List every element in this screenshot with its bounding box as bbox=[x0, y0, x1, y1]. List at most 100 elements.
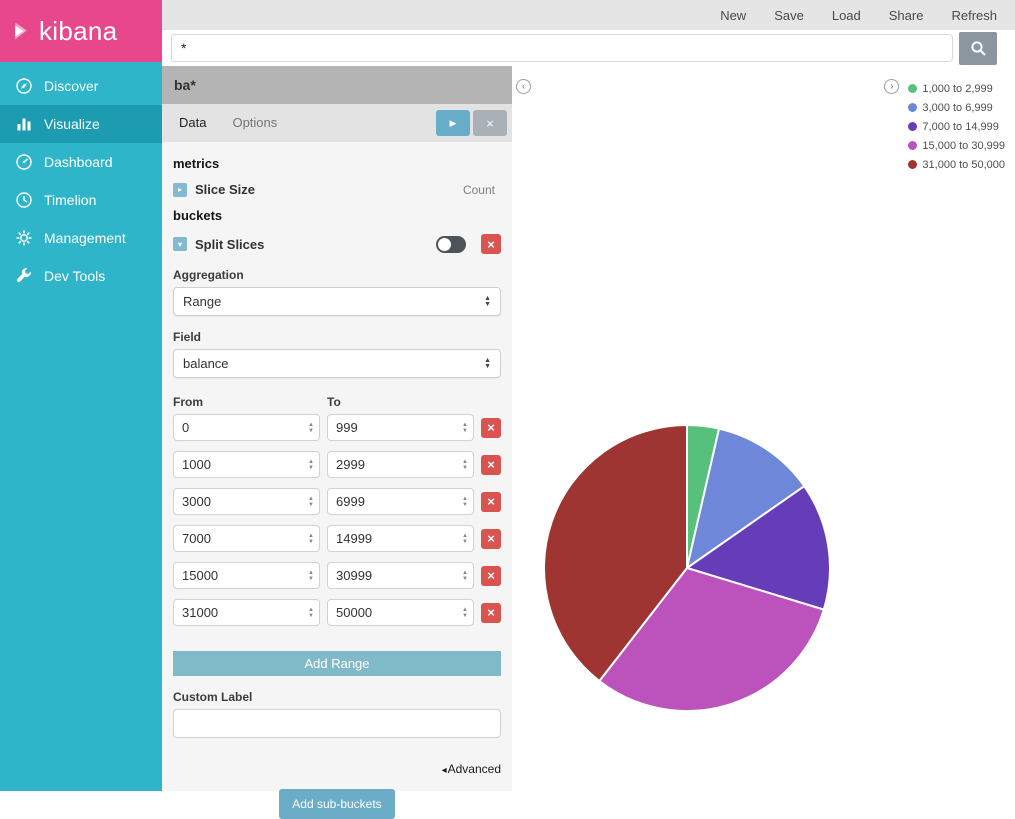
sidebar-item-devtools[interactable]: Dev Tools bbox=[0, 257, 162, 295]
to-field-wrap: ▲▼ bbox=[327, 414, 474, 441]
menu-share[interactable]: Share bbox=[888, 7, 924, 23]
legend-item[interactable]: 3,000 to 6,999 bbox=[908, 98, 1005, 117]
kibana-logo[interactable]: kibana bbox=[0, 0, 162, 62]
range-to-input[interactable] bbox=[328, 493, 440, 510]
tab-options[interactable]: Options bbox=[232, 115, 278, 130]
range-from-input[interactable] bbox=[174, 419, 286, 436]
remove-range-button[interactable]: × bbox=[481, 602, 501, 623]
remove-range-button[interactable]: × bbox=[481, 417, 501, 438]
add-sub-buckets-button[interactable]: Add sub-buckets bbox=[279, 789, 395, 819]
split-slices-label[interactable]: Split Slices bbox=[195, 236, 265, 252]
pie-slice-3[interactable] bbox=[598, 567, 825, 712]
range-to-input[interactable] bbox=[328, 567, 440, 584]
custom-label-label: Custom Label bbox=[173, 690, 253, 704]
to-field-wrap: ▲▼ bbox=[327, 525, 474, 552]
menu-load[interactable]: Load bbox=[831, 7, 861, 23]
menu-refresh[interactable]: Refresh bbox=[951, 7, 997, 23]
from-field-wrap: ▲▼ bbox=[173, 451, 320, 478]
sidebar-item-discover[interactable]: Discover bbox=[0, 67, 162, 105]
play-icon: ▶ bbox=[449, 117, 457, 128]
number-stepper-icon[interactable]: ▲ ▼ bbox=[462, 532, 468, 545]
range-to-input[interactable] bbox=[328, 604, 440, 621]
remove-range-button[interactable]: × bbox=[481, 491, 501, 512]
legend-label: 7,000 to 14,999 bbox=[922, 120, 999, 133]
number-stepper-icon[interactable]: ▲ ▼ bbox=[308, 532, 314, 545]
to-header: To bbox=[327, 395, 341, 409]
sidebar-item-management[interactable]: Management bbox=[0, 219, 162, 257]
legend-dot bbox=[908, 103, 918, 112]
legend-item[interactable]: 15,000 to 30,999 bbox=[908, 136, 1005, 155]
number-stepper-icon[interactable]: ▲ ▼ bbox=[462, 495, 468, 508]
number-stepper-icon[interactable]: ▲ ▼ bbox=[308, 569, 314, 582]
bucket-toggle[interactable] bbox=[436, 235, 466, 253]
legend-item[interactable]: 31,000 to 50,000 bbox=[908, 155, 1005, 174]
number-stepper-icon[interactable]: ▲ ▼ bbox=[308, 495, 314, 508]
sidebar-item-visualize[interactable]: Visualize bbox=[0, 105, 162, 143]
close-icon: × bbox=[487, 531, 495, 546]
caret-right-icon[interactable]: ▸ bbox=[173, 182, 187, 197]
remove-bucket-button[interactable]: × bbox=[481, 234, 501, 254]
aggregation-select[interactable]: Range ▲ ▼ bbox=[173, 287, 501, 316]
legend-label: 3,000 to 6,999 bbox=[922, 101, 993, 114]
number-stepper-icon[interactable]: ▲ ▼ bbox=[308, 421, 314, 434]
discard-changes-button[interactable]: × bbox=[473, 110, 507, 136]
range-from-input[interactable] bbox=[174, 456, 286, 473]
legend-item[interactable]: 7,000 to 14,999 bbox=[908, 117, 1005, 136]
range-from-input[interactable] bbox=[174, 493, 286, 510]
pie-slice-1[interactable] bbox=[686, 427, 806, 569]
collapse-legend-button[interactable]: › bbox=[884, 79, 900, 94]
range-to-input[interactable] bbox=[328, 456, 440, 473]
legend-dot bbox=[908, 122, 918, 131]
remove-range-button[interactable]: × bbox=[481, 528, 501, 549]
search-input[interactable] bbox=[171, 34, 953, 62]
caret-down-icon[interactable]: ▾ bbox=[173, 237, 187, 251]
slice-size-label[interactable]: Slice Size bbox=[195, 182, 255, 197]
legend-item[interactable]: 1,000 to 2,999 bbox=[908, 79, 1005, 98]
tab-data[interactable]: Data bbox=[179, 115, 207, 130]
vis-title: ba* bbox=[162, 66, 512, 104]
remove-range-button[interactable]: × bbox=[481, 565, 501, 586]
number-stepper-icon[interactable]: ▲ ▼ bbox=[462, 458, 468, 471]
arrow-down-icon: ▼ bbox=[484, 300, 491, 308]
apply-changes-button[interactable]: ▶ bbox=[436, 110, 470, 136]
legend: › 1,000 to 2,999 3,000 to 6,999 7,000 to… bbox=[884, 79, 1005, 174]
range-to-input[interactable] bbox=[328, 530, 440, 547]
sidebar-nav: Discover Visualize Dashboard bbox=[0, 62, 162, 295]
add-range-button[interactable]: Add Range bbox=[173, 651, 501, 676]
range-row: ▲▼ ▲▼ × bbox=[173, 562, 501, 589]
split-slices-row: ▾ Split Slices × bbox=[173, 234, 501, 254]
legend-dot bbox=[908, 84, 918, 93]
range-row: ▲▼ ▲▼ × bbox=[173, 525, 501, 552]
to-field-wrap: ▲▼ bbox=[327, 488, 474, 515]
sidebar-item-dashboard[interactable]: Dashboard bbox=[0, 143, 162, 181]
chevron-right-icon: › bbox=[890, 80, 894, 92]
menu-save[interactable]: Save bbox=[774, 7, 804, 23]
number-stepper-icon[interactable]: ▲ ▼ bbox=[308, 458, 314, 471]
collapse-editor-button[interactable]: ‹ bbox=[516, 79, 531, 94]
to-field-wrap: ▲▼ bbox=[327, 451, 474, 478]
pie-slice-4[interactable] bbox=[543, 424, 688, 682]
range-to-input[interactable] bbox=[328, 419, 440, 436]
custom-label-input[interactable] bbox=[173, 709, 501, 738]
remove-range-button[interactable]: × bbox=[481, 454, 501, 475]
from-field-wrap: ▲▼ bbox=[173, 488, 320, 515]
sidebar-item-timelion[interactable]: Timelion bbox=[0, 181, 162, 219]
range-from-input[interactable] bbox=[174, 530, 286, 547]
select-arrows-icon: ▲ ▼ bbox=[484, 356, 491, 370]
slice-size-row: ▸ Slice Size Count bbox=[173, 182, 501, 197]
arrow-up-icon: ▲ bbox=[484, 356, 491, 364]
editor-actions: ▶ × bbox=[436, 110, 507, 136]
number-stepper-icon[interactable]: ▲ ▼ bbox=[462, 569, 468, 582]
advanced-label: Advanced bbox=[447, 762, 501, 776]
aggregation-value: Range bbox=[183, 294, 222, 309]
range-from-input[interactable] bbox=[174, 604, 286, 621]
number-stepper-icon[interactable]: ▲ ▼ bbox=[308, 606, 314, 619]
range-from-input[interactable] bbox=[174, 567, 286, 584]
advanced-toggle[interactable]: ◂Advanced bbox=[173, 762, 501, 776]
menu-new[interactable]: New bbox=[720, 7, 747, 23]
number-stepper-icon[interactable]: ▲ ▼ bbox=[462, 421, 468, 434]
field-select[interactable]: balance ▲ ▼ bbox=[173, 349, 501, 378]
from-field-wrap: ▲▼ bbox=[173, 562, 320, 589]
search-button[interactable] bbox=[959, 31, 997, 65]
number-stepper-icon[interactable]: ▲ ▼ bbox=[462, 606, 468, 619]
